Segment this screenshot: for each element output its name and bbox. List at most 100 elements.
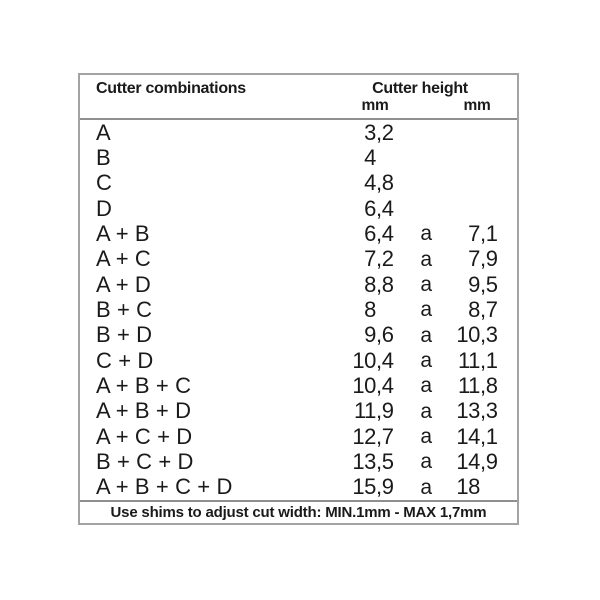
min-height-dec: ,2 bbox=[376, 246, 394, 272]
table-row: A + C + D 12 ,7 a 14 ,1 bbox=[80, 424, 517, 449]
table-row: A + B + D 11 ,9 a 13 ,3 bbox=[80, 399, 517, 424]
range-separator: a bbox=[420, 450, 432, 474]
min-height-dec: ,4 bbox=[376, 195, 394, 221]
table-row: B + D 9 ,6 a 10 ,3 bbox=[80, 323, 517, 348]
min-height-int: 6 bbox=[364, 195, 376, 221]
combination-label: B + C + D bbox=[96, 448, 193, 474]
min-height-int: 8 bbox=[364, 296, 376, 322]
min-height-int: 15 bbox=[352, 474, 376, 500]
combination-label: A + C bbox=[96, 246, 151, 272]
table-body: A 3 ,2 B 4 C 4 ,8 bbox=[80, 120, 517, 500]
max-height-int: 10 bbox=[456, 322, 480, 348]
table-row: A + B 6 ,4 a 7 ,1 bbox=[80, 221, 517, 246]
unit-label-max-mm: mm bbox=[463, 97, 491, 114]
table-row: A + B + C + D 15 ,9 a 18 bbox=[80, 475, 517, 500]
max-height-dec: ,1 bbox=[480, 423, 498, 449]
min-height-int: 13 bbox=[352, 448, 376, 474]
combination-label: A bbox=[96, 119, 111, 145]
max-height-dec: ,1 bbox=[480, 347, 498, 373]
combination-label: A + B bbox=[96, 220, 150, 246]
range-separator: a bbox=[420, 222, 432, 246]
min-height-dec: ,6 bbox=[376, 322, 394, 348]
min-height-int: 7 bbox=[364, 246, 376, 272]
range-separator: a bbox=[420, 323, 432, 347]
unit-label-min-mm: mm bbox=[361, 97, 389, 114]
max-height-dec: ,8 bbox=[480, 372, 498, 398]
table-row: C 4 ,8 bbox=[80, 171, 517, 196]
min-height-dec: ,7 bbox=[376, 423, 394, 449]
col-header-combinations: Cutter combinations bbox=[96, 80, 246, 97]
max-height-int: 14 bbox=[456, 448, 480, 474]
table-row: D 6 ,4 bbox=[80, 196, 517, 221]
min-height-int: 12 bbox=[352, 423, 376, 449]
combination-label: B bbox=[96, 144, 111, 170]
col-header-cutter-height: Cutter height bbox=[372, 80, 468, 97]
max-height-dec: ,5 bbox=[480, 271, 498, 297]
table-row: C + D 10 ,4 a 11 ,1 bbox=[80, 348, 517, 373]
min-height-dec: ,4 bbox=[376, 372, 394, 398]
max-height-int: 13 bbox=[456, 398, 480, 424]
table-row: B 4 bbox=[80, 145, 517, 170]
range-separator: a bbox=[420, 247, 432, 271]
min-height-dec: ,5 bbox=[376, 448, 394, 474]
table-footer: Use shims to adjust cut width: MIN.1mm -… bbox=[80, 500, 517, 523]
range-separator: a bbox=[420, 349, 432, 373]
table-row: A + B + C 10 ,4 a 11 ,8 bbox=[80, 373, 517, 398]
combination-label: D bbox=[96, 195, 112, 221]
max-height-int: 7 bbox=[468, 220, 480, 246]
max-height-dec: ,7 bbox=[480, 296, 498, 322]
min-height-int: 8 bbox=[364, 271, 376, 297]
range-separator: a bbox=[420, 298, 432, 322]
combination-label: A + D bbox=[96, 271, 151, 297]
table-header: Cutter combinations Cutter height mm mm bbox=[80, 75, 517, 120]
table-row: A + C 7 ,2 a 7 ,9 bbox=[80, 247, 517, 272]
combination-label: A + B + C + D bbox=[96, 474, 232, 500]
min-height-dec: ,9 bbox=[376, 398, 394, 424]
min-height-int: 6 bbox=[364, 220, 376, 246]
min-height-int: 10 bbox=[352, 347, 376, 373]
min-height-dec: ,2 bbox=[376, 119, 394, 145]
min-height-dec: ,8 bbox=[376, 170, 394, 196]
max-height-int: 14 bbox=[456, 423, 480, 449]
max-height-int: 11 bbox=[457, 372, 480, 398]
combination-label: B + D bbox=[96, 322, 152, 348]
range-separator: a bbox=[420, 399, 432, 423]
combination-label: B + C bbox=[96, 296, 152, 322]
table-row: B + C + D 13 ,5 a 14 ,9 bbox=[80, 449, 517, 474]
max-height-dec: ,3 bbox=[480, 398, 498, 424]
combination-label: A + C + D bbox=[96, 423, 192, 449]
min-height-dec: ,4 bbox=[376, 220, 394, 246]
max-height-dec: ,1 bbox=[480, 220, 498, 246]
min-height-int: 3 bbox=[364, 119, 376, 145]
max-height-int: 18 bbox=[456, 474, 480, 500]
max-height-dec: ,9 bbox=[480, 246, 498, 272]
max-height-int: 11 bbox=[457, 347, 480, 373]
combination-label: C bbox=[96, 170, 112, 196]
min-height-int: 11 bbox=[353, 398, 376, 424]
shims-note: Use shims to adjust cut width: MIN.1mm -… bbox=[110, 504, 487, 521]
range-separator: a bbox=[420, 273, 432, 297]
min-height-int: 4 bbox=[364, 170, 376, 196]
table-row: A + D 8 ,8 a 9 ,5 bbox=[80, 272, 517, 297]
cutter-spec-table: Cutter combinations Cutter height mm mm … bbox=[78, 73, 519, 525]
min-height-dec: ,8 bbox=[376, 271, 394, 297]
min-height-dec: ,4 bbox=[376, 347, 394, 373]
combination-label: C + D bbox=[96, 347, 153, 373]
range-separator: a bbox=[420, 425, 432, 449]
min-height-dec: ,9 bbox=[376, 474, 394, 500]
max-height-dec: ,9 bbox=[480, 448, 498, 474]
combination-label: A + B + C bbox=[96, 372, 191, 398]
max-height-int: 8 bbox=[468, 296, 480, 322]
min-height-int: 9 bbox=[364, 322, 376, 348]
combination-label: A + B + D bbox=[96, 398, 191, 424]
range-separator: a bbox=[420, 475, 432, 499]
table-row: B + C 8 a 8 ,7 bbox=[80, 297, 517, 322]
max-height-int: 9 bbox=[468, 271, 480, 297]
max-height-int: 7 bbox=[468, 246, 480, 272]
table-row: A 3 ,2 bbox=[80, 120, 517, 145]
max-height-dec: ,3 bbox=[480, 322, 498, 348]
min-height-int: 4 bbox=[364, 144, 376, 170]
min-height-int: 10 bbox=[352, 372, 376, 398]
range-separator: a bbox=[420, 374, 432, 398]
